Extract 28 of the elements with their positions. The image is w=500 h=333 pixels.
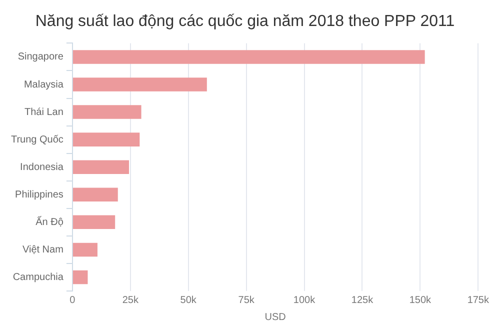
chart-title: Năng suất lao động các quốc gia năm 2018 theo PPP 2011 — [35, 13, 455, 30]
bar — [72, 50, 425, 64]
x-tick-label: 125k — [351, 294, 374, 306]
x-axis-title: USD — [264, 312, 286, 323]
y-tick-label: Singapore — [18, 52, 64, 63]
x-tick-label: 175k — [467, 294, 490, 306]
y-tick-label: Campuchia — [12, 272, 64, 283]
x-tick-label: 50k — [180, 294, 198, 306]
y-tick-label: Việt Nam — [22, 244, 64, 256]
y-tick-label: Philippines — [15, 189, 64, 200]
bar — [72, 78, 207, 92]
x-tick-label: 25k — [122, 294, 140, 306]
bar — [72, 105, 142, 119]
bar — [72, 270, 88, 284]
bar — [72, 215, 116, 230]
y-tick-label: Indonesia — [20, 162, 64, 173]
x-tick-label: 75k — [238, 294, 256, 306]
bar — [72, 160, 129, 174]
y-tick-label: Malaysia — [24, 79, 64, 90]
y-tick-label: Trung Quốc — [10, 134, 64, 146]
y-tick-label: Ấn Độ — [36, 216, 64, 228]
x-tick-label: 150k — [409, 294, 432, 306]
y-tick-label: Thái Lan — [24, 106, 64, 118]
bar — [72, 132, 140, 146]
bar — [72, 242, 98, 257]
bar — [72, 188, 118, 202]
x-tick-label: 0 — [70, 294, 76, 306]
x-tick-label: 100k — [293, 294, 316, 306]
